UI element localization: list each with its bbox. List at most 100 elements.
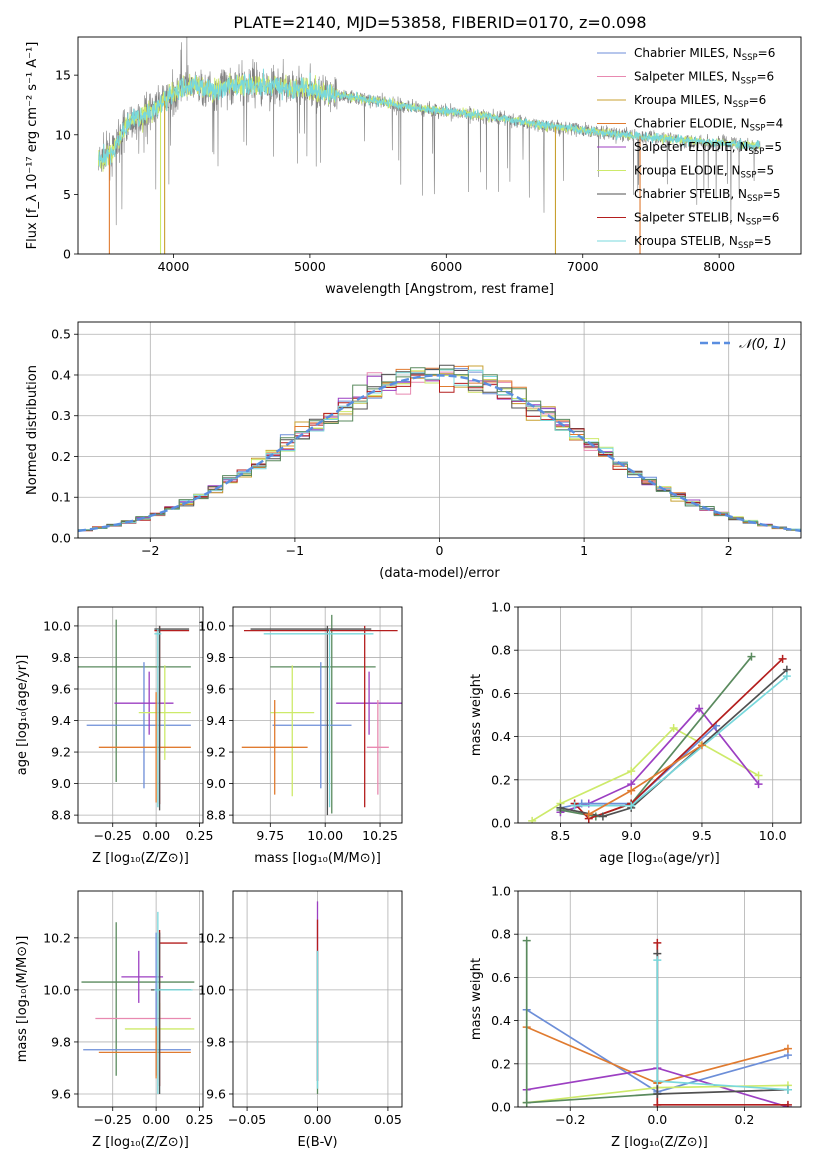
y-tick-label: 0.4	[491, 729, 511, 744]
legend-label: 𝒩(0, 1)	[739, 337, 786, 352]
y-axis-label: mass [log₁₀(M/M⊙)]	[15, 936, 30, 1063]
x-axis-label: age [log₁₀(age/yr)]	[599, 851, 720, 866]
legend-label: Salpeter STELIB, NSSP=6	[634, 211, 779, 228]
legend-entry: Salpeter MILES, NSSP=6	[597, 70, 774, 87]
errorbar-point	[154, 625, 190, 811]
legend-label-sub: SSP	[733, 100, 749, 110]
y-tick-label: 1.0	[491, 600, 511, 615]
axes-frame	[517, 606, 802, 824]
y-tick-label: 9.6	[206, 1086, 226, 1101]
y-tick-label: 0.2	[491, 1056, 511, 1071]
legend-label-sub: SSP	[746, 218, 762, 228]
legend-label: Kroupa MILES, NSSP=6	[634, 93, 766, 110]
series-marker	[522, 936, 531, 945]
legend-entry: Chabrier ELODIE, NSSP=4	[597, 117, 783, 134]
weight-series	[556, 665, 791, 821]
legend-label: Salpeter MILES, NSSP=6	[634, 70, 774, 87]
series-marker	[522, 1098, 531, 1107]
x-tick-label: 1	[580, 543, 588, 558]
series-marker	[783, 1085, 792, 1094]
x-tick-label: −0.25	[94, 828, 132, 843]
legend-label-sub: SSP	[738, 241, 754, 251]
series-marker	[556, 803, 565, 812]
errorbar-point	[154, 911, 193, 1094]
x-tick-label: 2	[725, 543, 733, 558]
plot-area	[81, 911, 195, 1094]
plot-area	[522, 936, 792, 1107]
x-tick-label: −0.25	[94, 1112, 132, 1127]
legend-label: Salpeter ELODIE, NSSP=5	[634, 140, 782, 157]
weight-series	[522, 936, 662, 1107]
y-axis-label: age [log₁₀(age/yr)]	[15, 655, 30, 776]
plot-area	[78, 364, 801, 538]
chart-spectrum: 4000 5000 6000 7000 8000 0 5 10 15 wavelength [An…	[25, 36, 802, 297]
x-tick-label: 0.25	[186, 828, 214, 843]
axes-frame	[77, 321, 802, 539]
x-tick-label: 10.25	[362, 828, 398, 843]
x-axis-label: (data-model)/error	[379, 566, 500, 581]
legend-label-sub: SSP	[748, 147, 764, 157]
chart-age-vs-mass: 9.75 10.00 10.25 8.8 9.0 9.2 9.4 9.6 9.8 10.0 mass…	[198, 606, 403, 866]
legend-label: Chabrier MILES, NSSP=6	[634, 46, 775, 63]
x-tick-label: 0.00	[304, 1112, 332, 1127]
x-tick-label: 5000	[294, 259, 326, 274]
legend-entry: Salpeter ELODIE, NSSP=5	[597, 140, 782, 157]
y-tick-label: 9.6	[206, 681, 226, 696]
y-tick-label: 9.4	[206, 713, 226, 728]
y-tick-label: 10.0	[198, 618, 226, 633]
legend-label-tail: =4	[766, 117, 784, 131]
legend-label-text: Salpeter MILES, N	[634, 70, 741, 84]
x-tick-label: 0.2	[734, 1112, 754, 1127]
legend-entry: Chabrier STELIB, NSSP=5	[597, 187, 781, 204]
legend-label-tail: =6	[762, 211, 780, 225]
plot-area	[98, 37, 761, 254]
y-tick-label: 10.0	[43, 618, 71, 633]
series-marker	[584, 810, 593, 819]
legend-label: Kroupa STELIB, NSSP=5	[634, 234, 772, 251]
x-tick-label: 0.0	[647, 1112, 667, 1127]
legend-entry: Kroupa MILES, NSSP=6	[597, 93, 766, 110]
series-marker	[783, 1100, 792, 1107]
errorbar-point	[241, 700, 308, 795]
legend-entry: Salpeter STELIB, NSSP=6	[597, 211, 779, 228]
chart-mass-vs-EBV: −0.05 0.00 0.05 9.6 9.8 10.0 10.2 E(B-V)	[198, 890, 403, 1150]
x-tick-label: 7000	[567, 259, 599, 274]
legend-label-tail: =6	[749, 93, 767, 107]
y-tick-label: 0.2	[491, 772, 511, 787]
errorbar-point	[243, 625, 398, 808]
x-tick-label: 0	[436, 543, 444, 558]
errorbar-point	[95, 992, 191, 1045]
series-marker	[697, 741, 706, 750]
x-tick-label: 10.00	[307, 828, 343, 843]
plot-area	[78, 619, 191, 811]
legend-label-text: Kroupa ELODIE, N	[634, 164, 741, 178]
x-tick-label: 10.0	[759, 828, 787, 843]
y-tick-label: 8.8	[51, 808, 71, 823]
legend-entry: 𝒩(0, 1)	[700, 337, 786, 352]
x-axis-label: Z [log₁₀(Z/Z⊙)]	[92, 1135, 189, 1150]
weight-series	[653, 949, 792, 1099]
series-line	[560, 668, 788, 818]
errorbar-point	[83, 932, 191, 1076]
errorbar-point	[336, 671, 402, 735]
y-tick-label: 9.0	[206, 776, 226, 791]
y-tick-label: 10.0	[43, 982, 71, 997]
y-tick-label: 8.8	[206, 808, 226, 823]
y-tick-label: 0.4	[51, 367, 71, 382]
errorbar-point	[121, 950, 164, 1003]
errorbar-point	[86, 662, 191, 789]
errorbar-point	[272, 662, 352, 789]
errorbar-point	[154, 629, 162, 808]
y-tick-label: 9.6	[51, 1086, 71, 1101]
series-line	[656, 942, 788, 1106]
y-tick-label: 15	[55, 68, 71, 83]
legend-label-text: Chabrier STELIB, N	[634, 187, 747, 201]
x-axis-label: Z [log₁₀(Z/Z⊙)]	[92, 851, 189, 866]
legend-label-tail: =5	[764, 140, 782, 154]
y-tick-label: 5	[63, 187, 71, 202]
y-tick-label: 9.4	[51, 713, 71, 728]
y-tick-label: 0.2	[51, 449, 71, 464]
y-tick-label: 9.8	[206, 650, 226, 665]
series-marker	[570, 801, 579, 810]
